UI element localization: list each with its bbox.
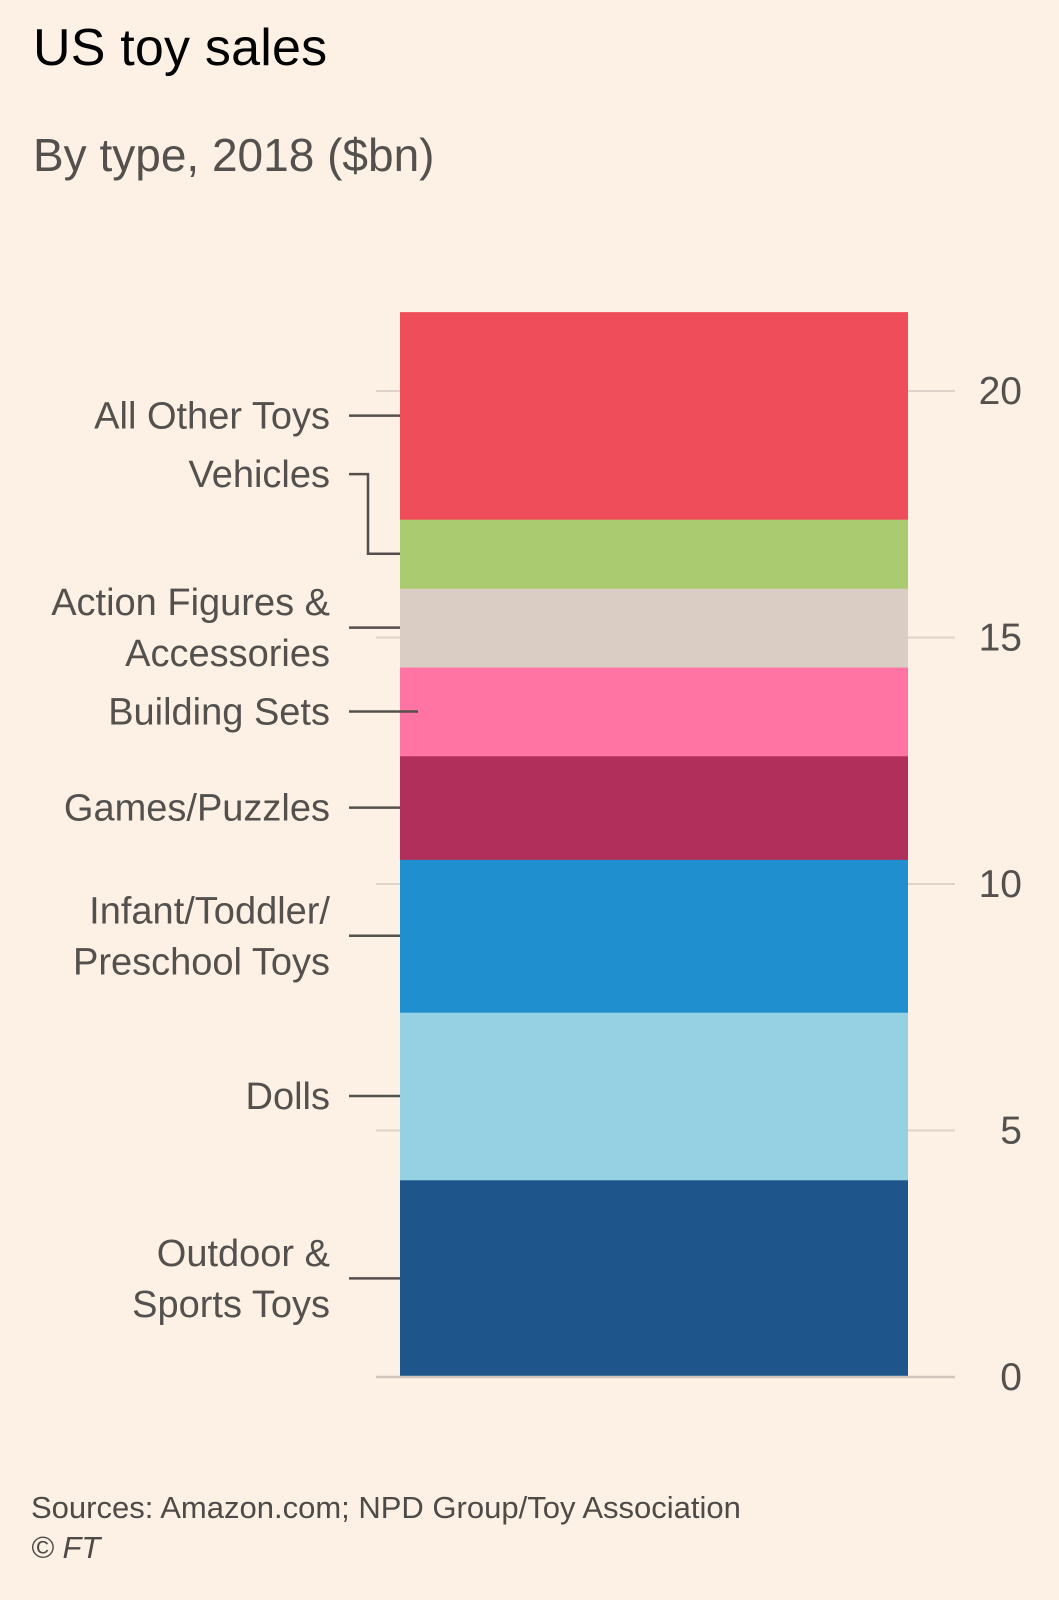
y-tick-label-10: 10 xyxy=(979,863,1022,906)
category-label-0-line-1: Sports Toys xyxy=(132,1284,330,1326)
y-tick-label-20: 20 xyxy=(979,370,1022,413)
category-label-0-line-0: Outdoor & xyxy=(157,1233,330,1275)
chart-subtitle: By type, 2018 ($bn) xyxy=(33,129,435,181)
bar-segment-7 xyxy=(400,312,908,520)
chart-title: US toy sales xyxy=(33,19,328,77)
bar-segment-4 xyxy=(400,667,908,757)
bar-segment-6 xyxy=(400,519,908,589)
category-label-2-line-1: Preschool Toys xyxy=(73,941,330,983)
bar-segment-2 xyxy=(400,859,908,1013)
leader-line-6 xyxy=(349,472,400,555)
category-label-3-line-0: Games/Puzzles xyxy=(64,788,330,830)
category-label-5-line-0: Action Figures & xyxy=(51,582,330,624)
sources-note: Sources: Amazon.com; NPD Group/Toy Assoc… xyxy=(31,1490,741,1525)
category-label-6-line-0: Vehicles xyxy=(188,454,330,496)
copyright-note: © FT xyxy=(31,1530,101,1565)
y-tick-label-0: 0 xyxy=(1000,1356,1022,1399)
category-label-7-line-0: All Other Toys xyxy=(94,396,330,438)
y-tick-label-15: 15 xyxy=(979,617,1022,660)
chart-footer: Sources: Amazon.com; NPD Group/Toy Assoc… xyxy=(31,1488,741,1568)
bar-segment-5 xyxy=(400,588,908,668)
category-label-5-line-1: Accessories xyxy=(125,633,330,675)
category-label-4-line-0: Building Sets xyxy=(108,691,330,733)
y-tick-label-5: 5 xyxy=(1000,1110,1022,1153)
bar-segment-3 xyxy=(400,755,908,860)
bar-segment-1 xyxy=(400,1012,908,1181)
category-label-2-line-0: Infant/Toddler/ xyxy=(89,890,330,932)
bar-segment-0 xyxy=(400,1179,908,1378)
category-label-1-line-0: Dolls xyxy=(246,1076,330,1118)
